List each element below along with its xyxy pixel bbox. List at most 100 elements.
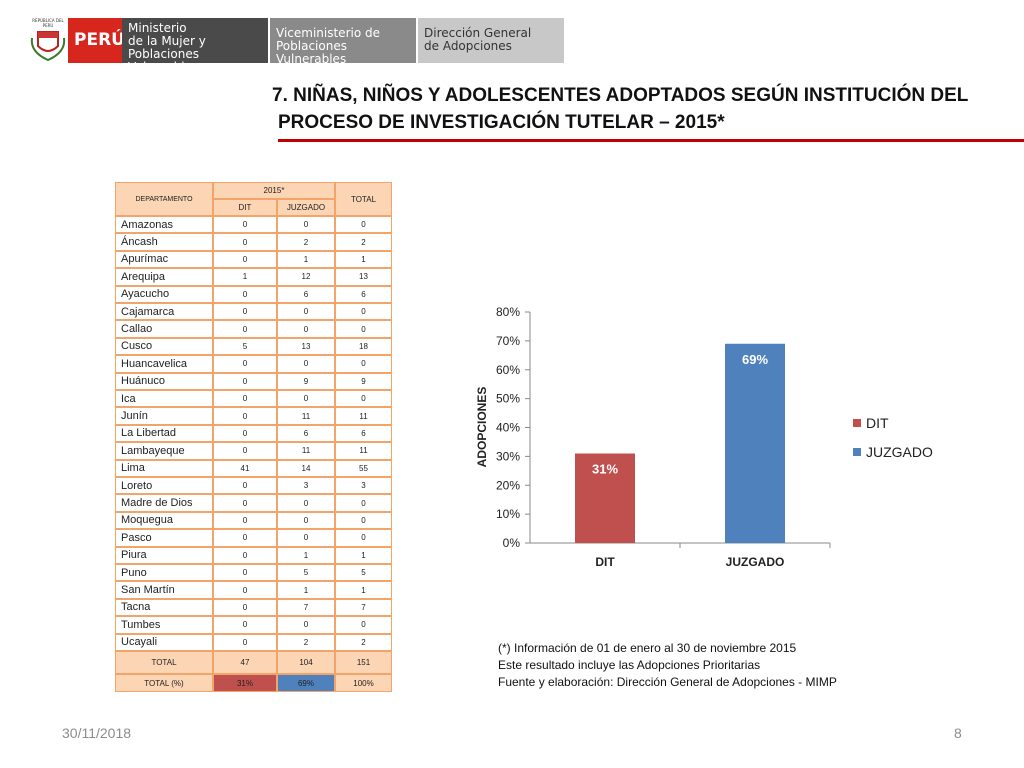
- value-cell: 0: [213, 494, 277, 512]
- department-cell: Cajamarca: [115, 303, 213, 321]
- value-cell: 0: [213, 598, 277, 617]
- department-cell: Lima: [115, 459, 213, 477]
- ministry-line: de la Mujer y: [128, 34, 206, 48]
- value-cell: 0: [335, 320, 392, 338]
- value-cell: 0: [335, 616, 392, 634]
- value-cell: 11: [277, 407, 335, 425]
- ministry-box: Ministerio de la Mujer y Poblaciones Vul…: [122, 18, 268, 74]
- department-cell: Áncash: [115, 233, 213, 251]
- value-cell: 0: [277, 390, 335, 408]
- subheader-cell: DIT: [213, 199, 277, 216]
- value-cell: 1: [213, 268, 277, 286]
- emblem-text: REPÚBLICA DEL PERÚ: [32, 18, 64, 28]
- value-cell: 7: [277, 598, 335, 617]
- department-cell: Callao: [115, 320, 213, 338]
- legend-swatch: [853, 419, 861, 427]
- value-cell: 0: [213, 442, 277, 460]
- department-cell: San Martín: [115, 581, 213, 599]
- y-tick-label: 30%: [496, 449, 520, 463]
- value-cell: 0: [277, 216, 335, 234]
- value-cell: 0: [335, 355, 392, 373]
- department-cell: Ucayali: [115, 633, 213, 651]
- legend-label: DIT: [866, 415, 889, 431]
- header-cell: DEPARTAMENTO: [115, 182, 213, 216]
- title-line: 7. NIÑAS, NIÑOS Y ADOLESCENTES ADOPTADOS…: [272, 85, 969, 106]
- value-cell: 55: [335, 459, 392, 477]
- value-cell: 2: [335, 633, 392, 651]
- value-cell: 18: [335, 337, 392, 356]
- value-label: 69%: [742, 352, 768, 367]
- value-cell: 0: [213, 511, 277, 530]
- value-cell: 14: [277, 459, 335, 477]
- department-cell: Pasco: [115, 529, 213, 547]
- value-cell: 6: [277, 285, 335, 303]
- legend-swatch: [853, 448, 861, 456]
- value-cell: 0: [277, 355, 335, 373]
- vice-box: Viceministerio de Poblaciones Vulnerable…: [270, 18, 416, 66]
- total-cell: 151: [335, 651, 392, 674]
- emblem-icon: [30, 31, 66, 62]
- department-cell: Lambayeque: [115, 442, 213, 460]
- bar: [725, 343, 785, 543]
- country-box: PERÚ: [68, 18, 125, 63]
- percent-cell: TOTAL (%): [115, 674, 213, 692]
- total-cell: 47: [213, 651, 277, 674]
- department-cell: Cusco: [115, 337, 213, 356]
- vice-line: Poblaciones Vulnerables: [276, 39, 347, 66]
- vice-line: Viceministerio de: [276, 26, 380, 40]
- y-tick-label: 40%: [496, 421, 520, 435]
- value-cell: 0: [213, 303, 277, 321]
- value-cell: 0: [277, 616, 335, 634]
- value-cell: 41: [213, 459, 277, 477]
- value-cell: 11: [335, 442, 392, 460]
- note: Fuente y elaboración: Dirección General …: [498, 675, 837, 689]
- department-cell: Huancavelica: [115, 355, 213, 373]
- y-tick-label: 20%: [496, 478, 520, 492]
- subheader-cell: JUZGADO: [277, 199, 335, 216]
- value-cell: 5: [335, 564, 392, 582]
- value-cell: 0: [335, 511, 392, 530]
- value-cell: 2: [277, 233, 335, 251]
- value-cell: 1: [277, 546, 335, 564]
- value-cell: 9: [277, 372, 335, 390]
- ministry-line: Poblaciones Vulnerables: [128, 47, 199, 74]
- department-cell: Madre de Dios: [115, 494, 213, 512]
- department-cell: Loreto: [115, 477, 213, 495]
- value-cell: 6: [277, 424, 335, 443]
- value-cell: 0: [213, 320, 277, 338]
- x-tick-label: JUZGADO: [726, 555, 785, 569]
- percent-cell: 31%: [213, 674, 277, 692]
- note: Este resultado incluye las Adopciones Pr…: [498, 658, 761, 672]
- value-cell: 0: [277, 511, 335, 530]
- department-cell: Junín: [115, 407, 213, 425]
- direction-line: Dirección General: [424, 26, 532, 40]
- value-cell: 11: [277, 442, 335, 460]
- department-cell: Piura: [115, 546, 213, 564]
- y-tick-label: 60%: [496, 363, 520, 377]
- footer-date: 30/11/2018: [62, 725, 132, 741]
- emblem: REPÚBLICA DEL PERÚ: [28, 18, 68, 63]
- value-cell: 0: [213, 250, 277, 269]
- value-cell: 0: [213, 407, 277, 425]
- value-cell: 5: [213, 337, 277, 356]
- value-cell: 0: [335, 494, 392, 512]
- country: PERÚ: [74, 30, 125, 50]
- page-number: 8: [954, 725, 962, 741]
- header-cell: 2015*: [213, 182, 335, 199]
- ministry-line: Ministerio: [128, 21, 187, 35]
- value-cell: 13: [277, 337, 335, 356]
- department-cell: Apurímac: [115, 250, 213, 269]
- department-cell: Amazonas: [115, 216, 213, 234]
- value-cell: 0: [213, 633, 277, 651]
- department-cell: Arequipa: [115, 268, 213, 286]
- value-cell: 0: [213, 424, 277, 443]
- note: (*) Información de 01 de enero al 30 de …: [498, 641, 797, 655]
- department-cell: Ayacucho: [115, 285, 213, 303]
- title-line: PROCESO DE INVESTIGACIÓN TUTELAR – 2015*: [278, 112, 725, 133]
- y-tick-label: 70%: [496, 334, 520, 348]
- value-cell: 3: [335, 477, 392, 495]
- department-cell: Ica: [115, 390, 213, 408]
- value-cell: 0: [277, 303, 335, 321]
